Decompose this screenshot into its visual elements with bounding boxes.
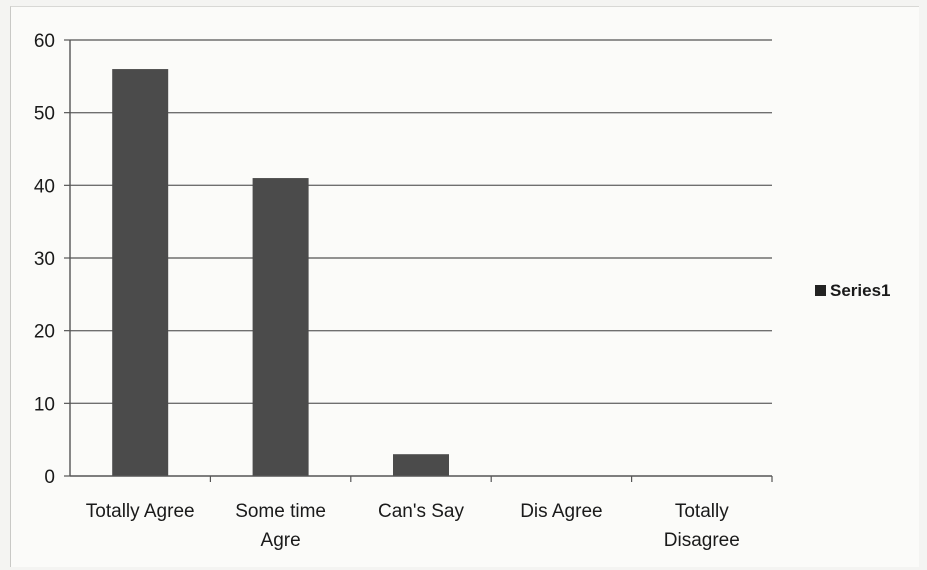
- x-category-label: Totally Agree: [86, 501, 195, 522]
- y-axis: 0 10 20 30 40 50 60: [34, 31, 71, 488]
- y-tick-label: 60: [34, 31, 55, 52]
- x-category-label: Dis Agree: [520, 501, 602, 522]
- x-category-label: Disagree: [664, 530, 740, 551]
- x-axis: Totally Agree Some time Agre Can's Say Dis A…: [70, 475, 773, 551]
- y-tick-label: 40: [34, 176, 55, 197]
- x-category-label: Can's Say: [378, 501, 465, 522]
- bar: [252, 178, 309, 477]
- gridlines: [64, 39, 772, 477]
- legend: Series1: [815, 281, 891, 300]
- bar: [112, 69, 169, 477]
- legend-label-series1: Series1: [830, 281, 891, 300]
- y-tick-label: 20: [34, 322, 55, 343]
- y-tick-label: 30: [34, 249, 55, 270]
- legend-swatch: [815, 285, 826, 296]
- x-category-label: Some time: [235, 501, 326, 522]
- x-category-label: Totally: [675, 501, 729, 522]
- bars: [112, 69, 449, 477]
- x-category-label: Agre: [261, 530, 301, 551]
- y-tick-label: 10: [34, 394, 55, 415]
- y-tick-label: 0: [44, 467, 55, 488]
- y-tick-label: 50: [34, 104, 55, 125]
- bar: [393, 454, 449, 476]
